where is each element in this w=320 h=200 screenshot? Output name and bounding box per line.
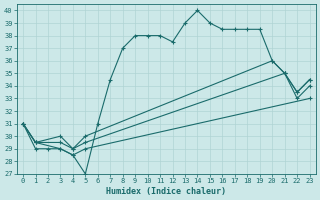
X-axis label: Humidex (Indice chaleur): Humidex (Indice chaleur) [106,187,226,196]
